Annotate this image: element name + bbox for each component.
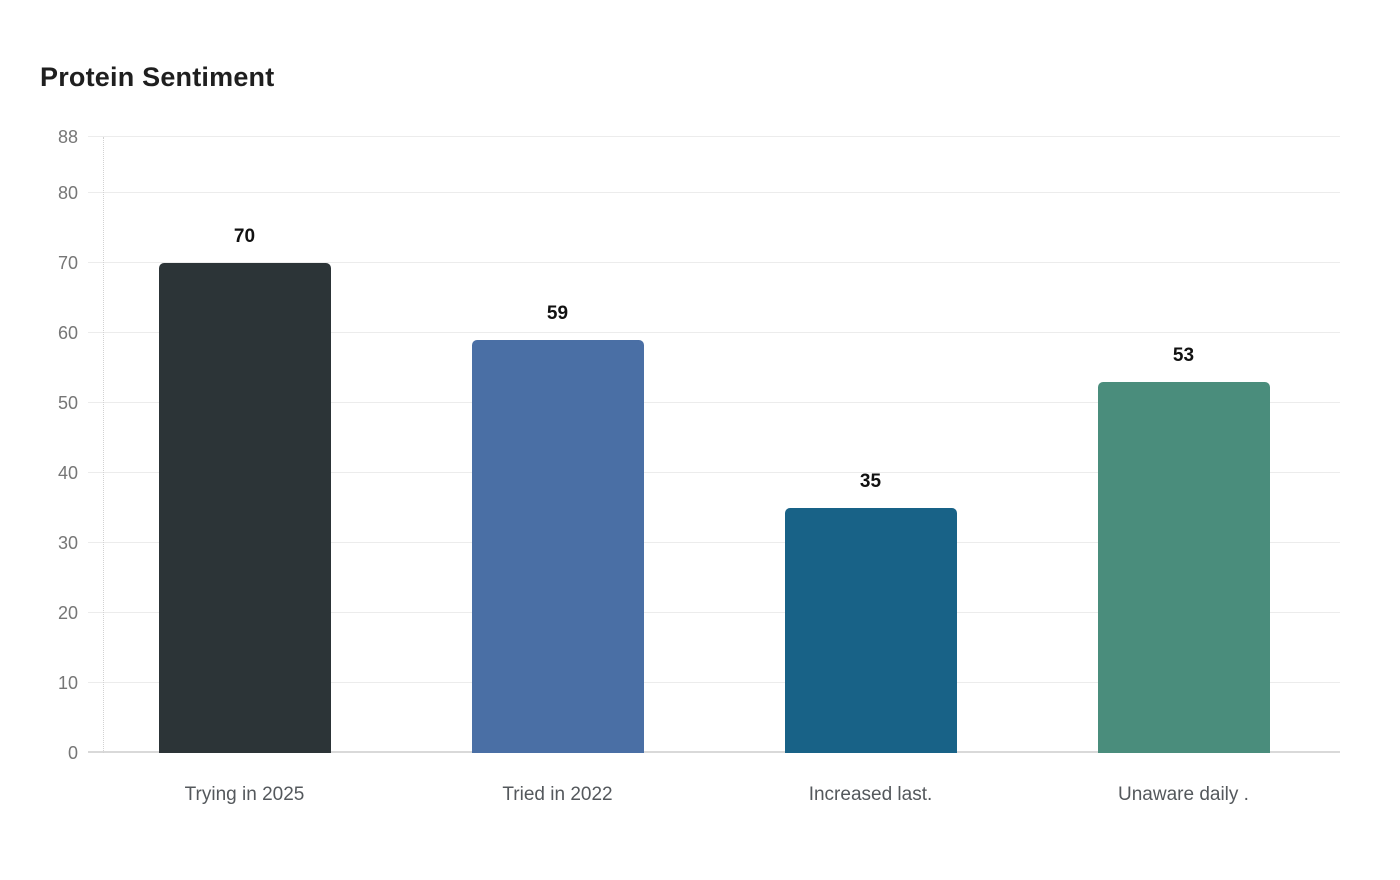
bar-4 (1097, 382, 1270, 753)
y-tick-label-50: 50 (57, 393, 78, 413)
x-tick-label-3: Increased last. (808, 784, 933, 805)
gridline-y-30 (88, 542, 1340, 543)
gridline-y-80 (88, 192, 1340, 193)
y-tick-label-70: 70 (57, 253, 78, 273)
y-tick-label-40: 40 (57, 463, 78, 483)
y-tick-label-80: 80 (57, 183, 78, 203)
plot-area: 70 59 35 53 (88, 136, 1340, 753)
y-tick-label-60: 60 (57, 323, 78, 343)
y-axis-line (103, 137, 104, 753)
y-tick-label-20: 20 (57, 603, 78, 623)
y-tick-label-10: 10 (57, 673, 78, 693)
bar-3 (784, 508, 957, 753)
x-axis-baseline (88, 751, 1340, 753)
bar-2 (471, 340, 644, 753)
x-tick-label-1: Trying in 2025 (184, 784, 305, 805)
y-tick-label-0: 0 (67, 743, 78, 763)
gridline-y-70 (88, 262, 1340, 263)
gridline-y-20 (88, 612, 1340, 613)
y-tick-label-88: 88 (57, 127, 78, 147)
y-tick-label-30: 30 (57, 533, 78, 553)
gridline-y-60 (88, 332, 1340, 333)
bar-value-label-1: 70 (233, 226, 256, 247)
bar-value-label-3: 35 (859, 471, 882, 492)
bar-1 (158, 263, 331, 753)
gridline-y-88 (88, 136, 1340, 137)
bar-value-label-4: 53 (1172, 345, 1195, 366)
gridline-y-10 (88, 682, 1340, 683)
y-axis-tick-labels: 0 10 20 30 40 50 60 70 80 88 (0, 127, 78, 763)
chart-title: Protein Sentiment (40, 62, 275, 92)
x-tick-label-2: Tried in 2022 (502, 784, 613, 805)
gridline-y-40 (88, 472, 1340, 473)
x-axis-category-labels: Trying in 2025 Tried in 2022 Increased las… (88, 780, 1340, 820)
bar-value-label-2: 59 (546, 303, 569, 324)
gridline-y-50 (88, 402, 1340, 403)
x-tick-label-4: Unaware daily . (1118, 784, 1249, 805)
